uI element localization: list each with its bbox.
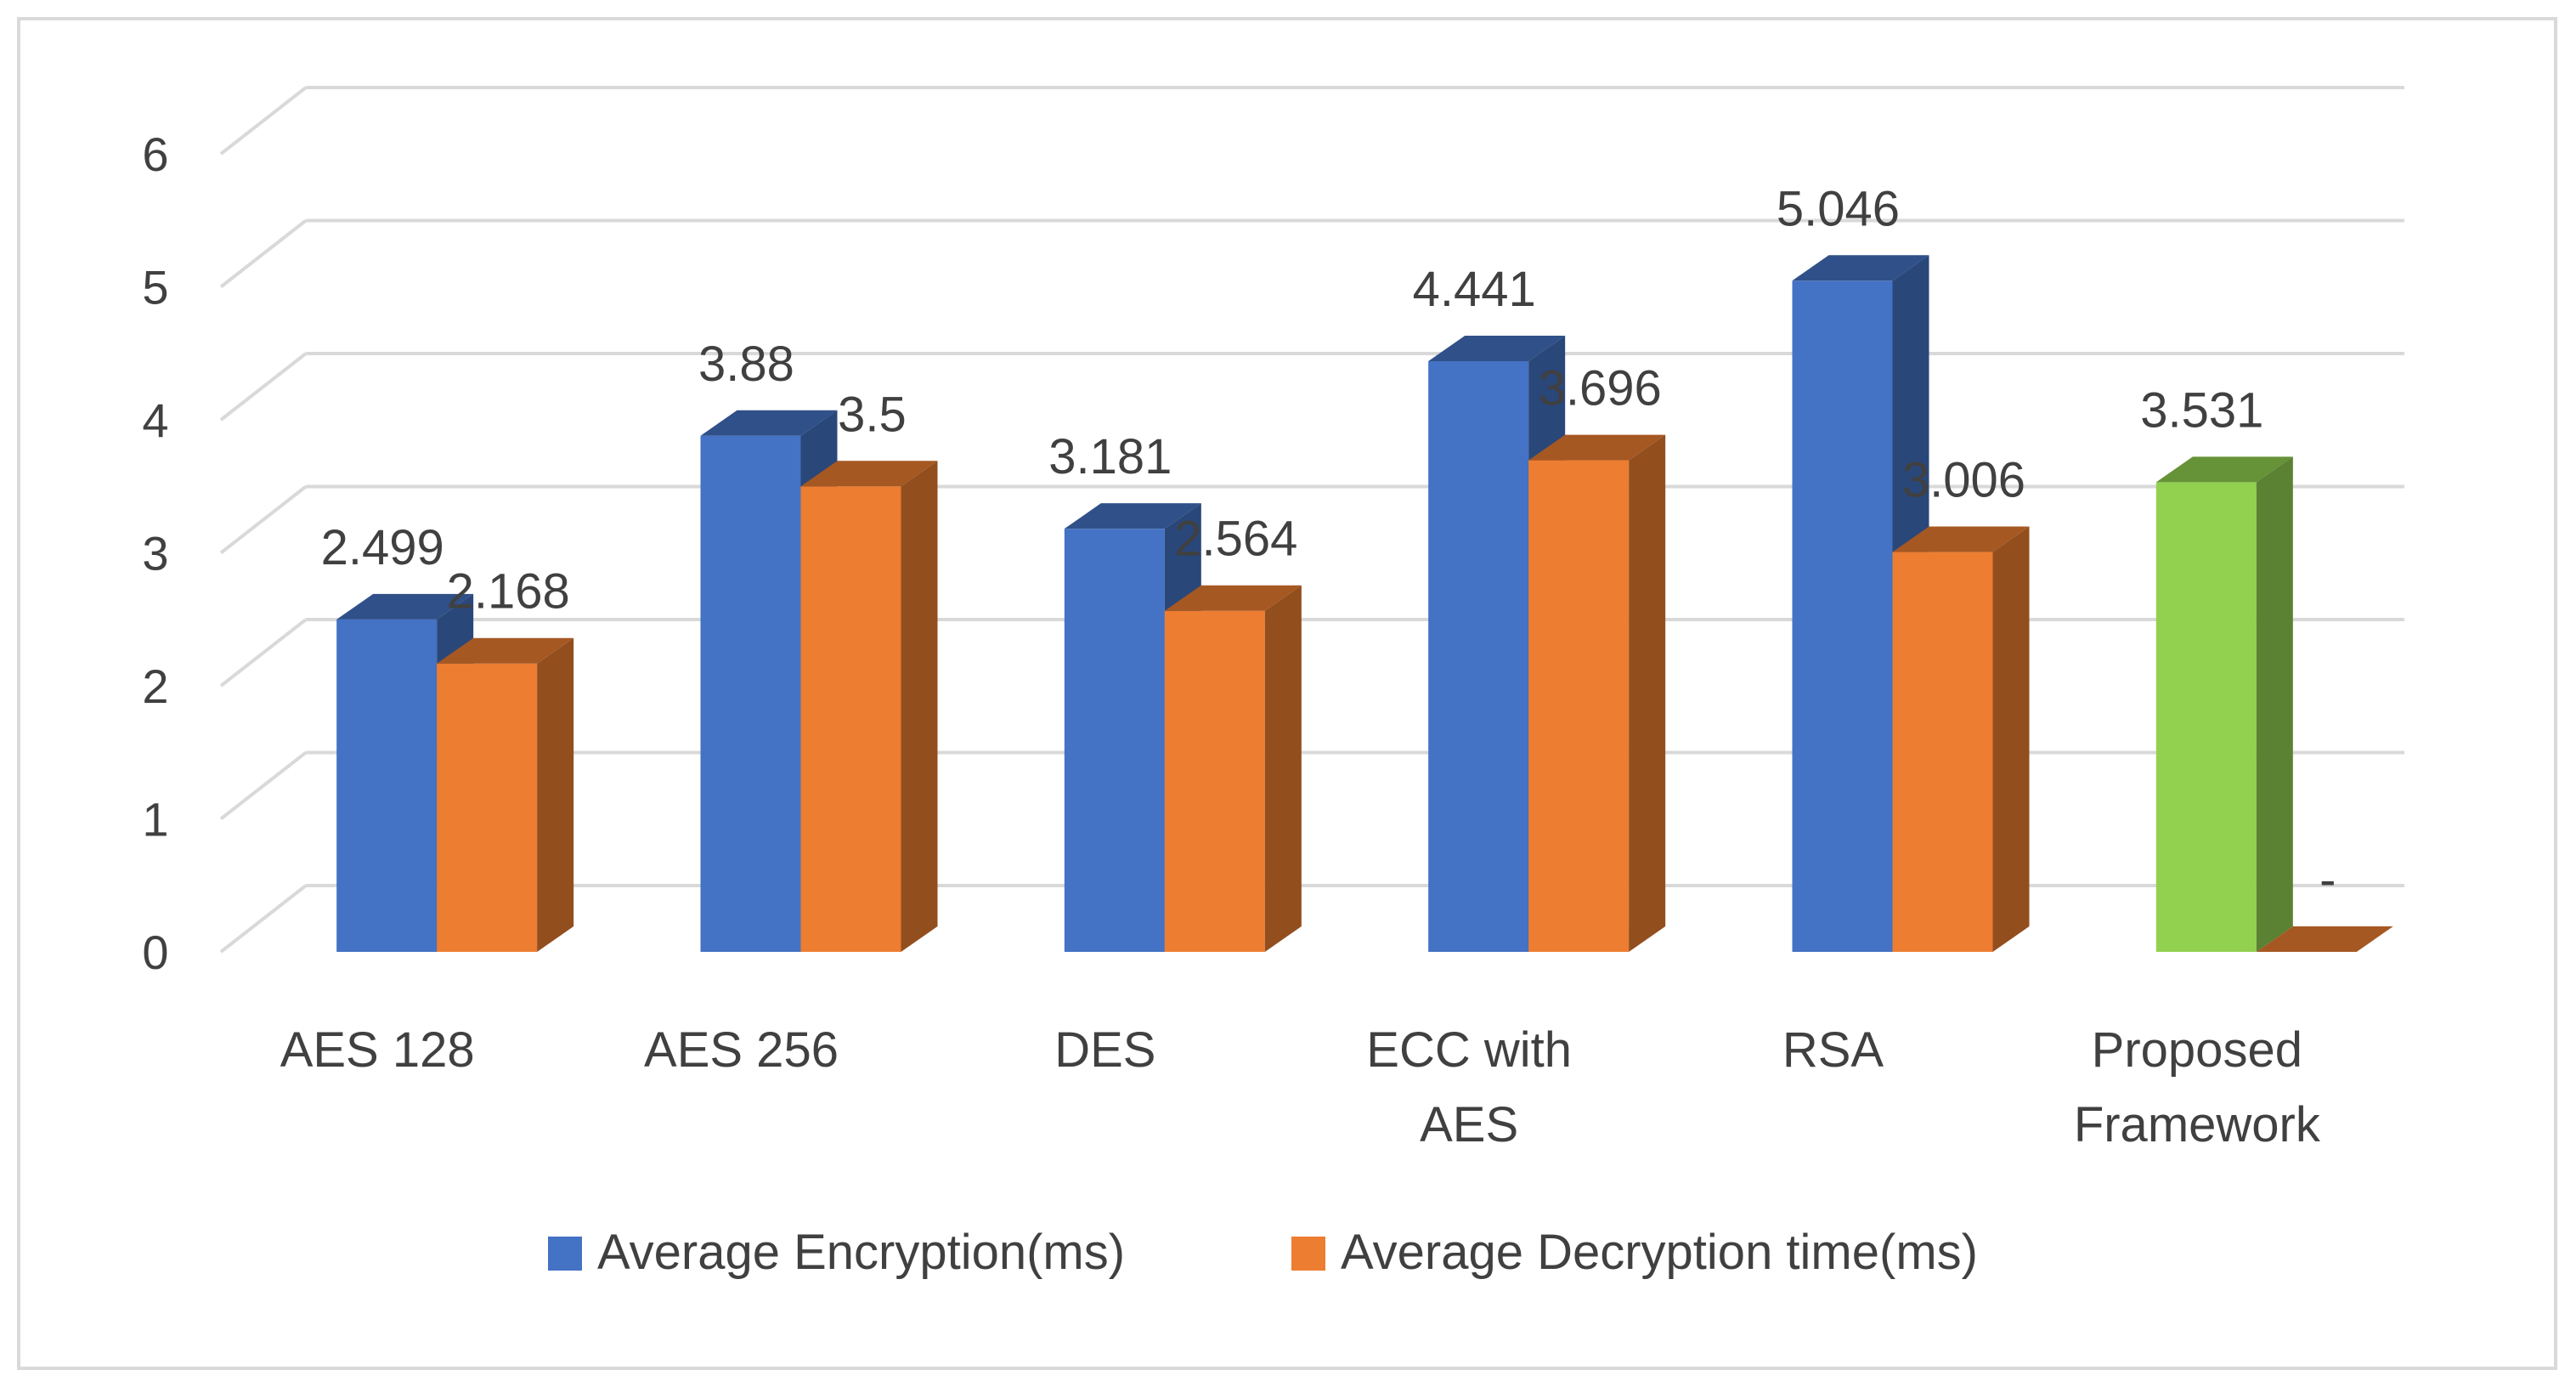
bar-top (2256, 926, 2393, 952)
x-tick-label: Proposed (2092, 1022, 2302, 1078)
gridline-side (219, 352, 308, 422)
bar-top (700, 410, 838, 436)
legend-label: Average Encryption(ms) (597, 1225, 1125, 1280)
bar-side (537, 637, 574, 952)
y-tick-label: 0 (142, 926, 168, 979)
y-tick-label: 2 (142, 660, 168, 713)
bar (2256, 926, 2393, 952)
data-label: 4.441 (1413, 262, 1536, 317)
bar (1164, 585, 1302, 952)
bar-front (437, 663, 538, 952)
bar-front (800, 486, 901, 952)
x-tick-label: DES (1054, 1022, 1155, 1078)
x-tick-label: RSA (1782, 1022, 1884, 1078)
data-label: 3.531 (2140, 382, 2263, 438)
bar-top (2155, 456, 2293, 483)
bar (1528, 434, 1666, 952)
x-tick-label: AES 128 (280, 1022, 475, 1078)
bar-top (1064, 503, 1201, 529)
gridline-side (219, 884, 308, 954)
y-tick-label: 1 (142, 793, 168, 846)
legend-item: Average Decryption time(ms) (1291, 1225, 1978, 1280)
bar-front (2155, 482, 2257, 952)
bar-side (901, 461, 938, 952)
legend-label: Average Decryption time(ms) (1341, 1225, 1978, 1280)
bar (437, 637, 574, 952)
bar-top (1164, 585, 1302, 611)
x-axis-labels: AES 128 AES 256 DES ECC with AES RSA Proposed F… (280, 1022, 2321, 1152)
data-label: 2.168 (447, 564, 570, 620)
bar (2155, 456, 2293, 952)
data-label: 3.88 (698, 337, 794, 392)
bar-front (1164, 610, 1265, 952)
bar-top (437, 637, 574, 664)
gridline-side (219, 484, 308, 555)
bar-front (1064, 529, 1165, 952)
bar-front (1892, 552, 1993, 952)
bar-top (336, 593, 474, 620)
bar-side (1992, 526, 2030, 952)
y-tick-label: 3 (142, 527, 168, 580)
gridline-side (219, 218, 308, 289)
gridline-side (219, 86, 308, 156)
x-tick-label: Framework (2074, 1097, 2321, 1152)
y-axis-ticks: 0 1 2 3 4 5 6 (142, 127, 168, 979)
bars (336, 255, 2393, 952)
bar-side (2256, 456, 2293, 952)
legend-swatch (548, 1237, 582, 1271)
data-label: 3.5 (838, 387, 907, 442)
bar (800, 461, 938, 952)
bar-top (1892, 526, 2030, 552)
bar-front (1528, 460, 1630, 952)
bar-top (1528, 434, 1666, 461)
legend: Average Encryption(ms) Average Decryption… (548, 1225, 1978, 1280)
data-label: 3.696 (1539, 361, 1662, 416)
bar-top (1792, 255, 1929, 281)
data-label: 5.046 (1777, 181, 1900, 236)
bar-front (336, 619, 438, 952)
x-tick-label: ECC with (1366, 1022, 1572, 1078)
bar-side (1629, 434, 1666, 952)
bar-top (1428, 335, 1566, 361)
data-label: 2.564 (1174, 512, 1297, 567)
bar-side (1264, 585, 1302, 952)
y-tick-label: 5 (142, 261, 168, 314)
data-label: 3.181 (1048, 429, 1172, 484)
x-tick-label: AES (1420, 1097, 1518, 1152)
gridline-side (219, 750, 308, 821)
bar-front (700, 435, 801, 952)
data-label: 3.006 (1902, 453, 2025, 508)
y-tick-label: 6 (142, 127, 168, 181)
x-tick-label: AES 256 (644, 1022, 839, 1078)
gridline-side (219, 618, 308, 688)
data-label: - (2319, 852, 2336, 908)
bar (1892, 526, 2030, 952)
bar-top (800, 461, 938, 487)
gridlines (219, 86, 2404, 954)
y-tick-label: 4 (142, 393, 168, 447)
bar-front (1428, 360, 1529, 952)
legend-swatch (1291, 1237, 1325, 1271)
data-label: 2.499 (321, 520, 444, 575)
legend-item: Average Encryption(ms) (548, 1225, 1125, 1280)
bar-front (1792, 280, 1893, 952)
